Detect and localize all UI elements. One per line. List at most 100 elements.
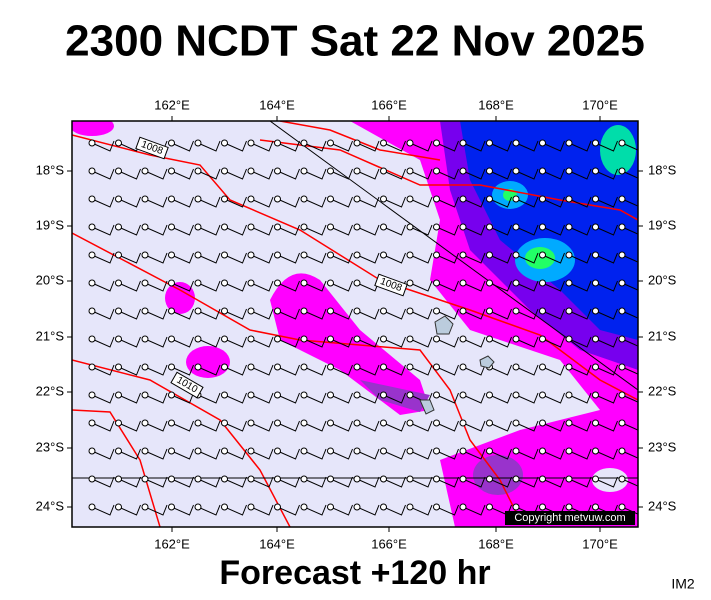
wind-barb bbox=[515, 224, 539, 236]
station bbox=[539, 391, 546, 399]
station bbox=[433, 475, 440, 483]
wind-barb bbox=[383, 392, 406, 404]
station bbox=[380, 195, 387, 203]
station bbox=[115, 167, 122, 175]
wind-barb bbox=[144, 308, 168, 320]
station bbox=[592, 279, 599, 287]
station bbox=[486, 251, 493, 259]
wind-barb bbox=[568, 364, 592, 376]
wind-barb bbox=[144, 448, 168, 460]
station bbox=[406, 251, 414, 259]
wind-barb bbox=[171, 420, 194, 432]
wind-barb bbox=[595, 336, 618, 348]
wind-barb bbox=[436, 280, 459, 292]
title: 2300 NCDT Sat 22 Nov 2025 bbox=[65, 17, 645, 66]
wind-barb bbox=[171, 196, 194, 208]
wind-barb bbox=[409, 448, 433, 460]
station bbox=[88, 419, 96, 427]
station bbox=[486, 167, 493, 175]
station bbox=[539, 251, 546, 259]
station bbox=[512, 307, 520, 315]
wind-barb bbox=[277, 224, 300, 236]
station bbox=[592, 223, 599, 231]
station bbox=[618, 419, 626, 427]
wind-barb bbox=[171, 168, 194, 180]
wind-barb bbox=[436, 140, 459, 152]
station bbox=[565, 391, 573, 399]
wind-barb bbox=[277, 504, 300, 516]
station bbox=[115, 391, 122, 399]
wind-barb bbox=[250, 420, 274, 432]
station bbox=[459, 391, 467, 399]
wind-barb bbox=[595, 196, 618, 208]
wind-barb bbox=[409, 224, 433, 236]
station bbox=[433, 223, 440, 231]
station bbox=[300, 307, 308, 315]
wind-barb bbox=[277, 168, 300, 180]
station bbox=[353, 335, 361, 343]
station bbox=[406, 279, 414, 287]
wind-barb bbox=[171, 308, 194, 320]
wind-barb bbox=[330, 504, 353, 516]
station bbox=[565, 139, 573, 147]
station bbox=[88, 391, 96, 399]
station bbox=[618, 223, 626, 231]
station bbox=[539, 139, 546, 147]
wind-barb bbox=[515, 252, 539, 264]
lon-label: 164°E bbox=[259, 97, 295, 112]
wind-barb bbox=[91, 308, 115, 320]
wind-barb bbox=[383, 364, 406, 376]
station bbox=[247, 307, 255, 315]
station bbox=[274, 139, 281, 147]
station bbox=[115, 223, 122, 231]
station bbox=[327, 475, 334, 483]
station bbox=[300, 139, 308, 147]
lat-label: 21°S bbox=[36, 328, 65, 343]
wind-barb bbox=[118, 336, 141, 348]
station bbox=[486, 419, 493, 427]
wind-barb bbox=[91, 476, 115, 488]
station bbox=[247, 363, 255, 371]
station bbox=[274, 363, 281, 371]
wind-barb bbox=[330, 364, 353, 376]
station bbox=[406, 475, 414, 483]
station bbox=[221, 335, 228, 343]
station bbox=[88, 139, 96, 147]
station bbox=[380, 335, 387, 343]
station bbox=[353, 363, 361, 371]
wind-barb bbox=[621, 198, 638, 207]
wind-barb bbox=[436, 196, 459, 208]
wind-barb bbox=[303, 280, 327, 292]
wind-barb bbox=[197, 448, 221, 460]
station bbox=[141, 503, 149, 511]
wind-barb bbox=[224, 364, 247, 376]
wind-barb bbox=[542, 420, 565, 432]
wind-barb bbox=[303, 364, 327, 376]
wind-barb bbox=[621, 450, 638, 459]
wind-barb bbox=[277, 448, 300, 460]
wind-barb bbox=[197, 168, 221, 180]
wind-barb bbox=[542, 252, 565, 264]
station bbox=[539, 363, 546, 371]
lon-label: 164°E bbox=[259, 536, 295, 551]
station bbox=[592, 503, 599, 511]
wind-barb bbox=[224, 168, 247, 180]
wind-barb bbox=[224, 420, 247, 432]
wind-barb bbox=[462, 364, 486, 376]
station bbox=[353, 419, 361, 427]
station bbox=[406, 167, 414, 175]
wind-barb bbox=[595, 364, 618, 376]
station bbox=[300, 391, 308, 399]
wind-barb bbox=[489, 252, 512, 264]
wind-barb bbox=[330, 448, 353, 460]
station bbox=[486, 307, 493, 315]
wind-barb bbox=[197, 364, 221, 376]
forecast-label: Forecast +120 hr bbox=[219, 554, 490, 592]
station bbox=[274, 251, 281, 259]
station bbox=[221, 307, 228, 315]
station bbox=[194, 279, 202, 287]
station bbox=[88, 503, 96, 511]
station bbox=[512, 447, 520, 455]
wind-barb bbox=[224, 476, 247, 488]
